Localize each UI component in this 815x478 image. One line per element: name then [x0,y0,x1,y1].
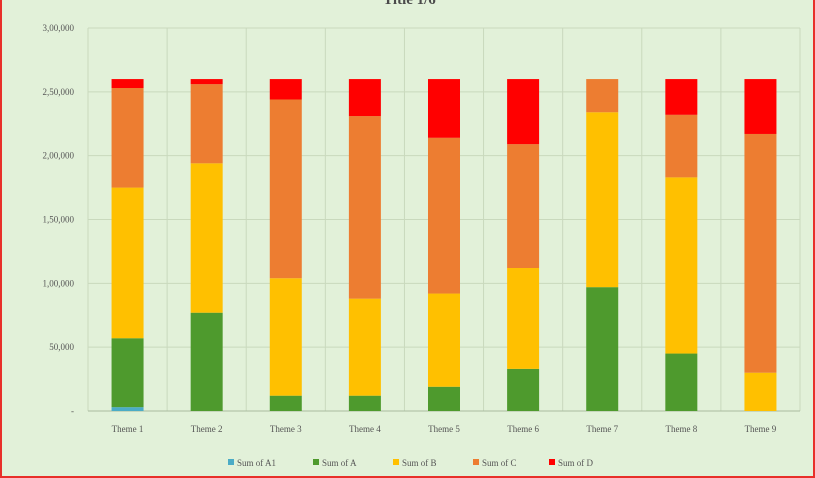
bar-segment [586,112,619,288]
x-tick-label: Theme 5 [428,424,460,434]
y-tick-label: 1,00,000 [43,278,75,288]
bar-segment [111,407,144,411]
bar-segment [428,79,460,138]
legend: Sum of A1 Sum of A Sum of B Sum of C Sum of … [228,458,594,468]
legend-label: Sum of A1 [237,458,276,468]
bar-segment [744,79,777,134]
x-tick-label: Theme 4 [349,424,381,434]
bar-segment [269,395,302,411]
bar-segment [190,312,223,411]
bar-segment [665,177,698,354]
x-tick-label: Theme 3 [270,424,302,434]
bar-segment [348,395,381,411]
bar-segment [111,338,144,408]
y-tick-label: 1,50,000 [43,215,75,225]
bar-segment [348,298,381,396]
bar-segment [428,386,460,411]
legend-swatch [549,459,555,465]
legend-swatch [313,459,319,465]
bar-segment [507,268,540,369]
bar-segment [111,88,144,188]
x-tick-label: Theme 9 [745,424,777,434]
legend-label: Sum of C [482,458,517,468]
legend-label: Sum of B [402,458,437,468]
y-tick-label: 3,00,000 [43,23,75,33]
x-axis-ticks: Theme 1 Theme 2 Theme 3 Theme 4 Theme 5 Theme… [112,424,777,434]
bar-segment [665,114,698,178]
x-tick-label: Theme 6 [507,424,539,434]
bars [111,79,777,411]
bar-segment [507,144,540,269]
bar-segment [507,368,540,411]
legend-swatch [393,459,399,465]
y-tick-label: 2,50,000 [43,87,75,97]
chart-title: Title 1/6 [383,0,436,8]
legend-swatch [228,459,234,465]
bar-segment [665,79,698,115]
bar-segment [269,278,302,396]
bar-segment [744,133,777,373]
bar-segment [190,163,223,313]
bar-segment [111,79,144,89]
bar-segment [586,287,619,411]
legend-swatch [473,459,479,465]
bar-segment [348,116,381,299]
x-tick-label: Theme 2 [191,424,223,434]
bar-segment [744,372,777,411]
x-tick-label: Theme 1 [112,424,144,434]
bar-segment [190,79,223,85]
legend-label: Sum of D [558,458,594,468]
legend-label: Sum of A [322,458,357,468]
bar-segment [269,99,302,279]
bar-segment [586,79,619,113]
x-tick-label: Theme 7 [586,424,618,434]
bar-segment [111,187,144,339]
bar-segment [428,137,460,294]
y-tick-label: 2,00,000 [43,151,75,161]
y-axis-ticks: - 50,000 1,00,000 1,50,000 2,00,000 2,50,000 3… [43,23,75,416]
bar-segment [348,79,381,117]
bar-segment [507,79,540,145]
bar-segment [428,293,460,387]
x-tick-label: Theme 8 [665,424,697,434]
y-tick-label: - [71,406,74,416]
bar-segment [665,353,698,411]
y-tick-label: 50,000 [49,342,74,352]
bar-segment [269,79,302,100]
bar-segment [190,84,223,164]
